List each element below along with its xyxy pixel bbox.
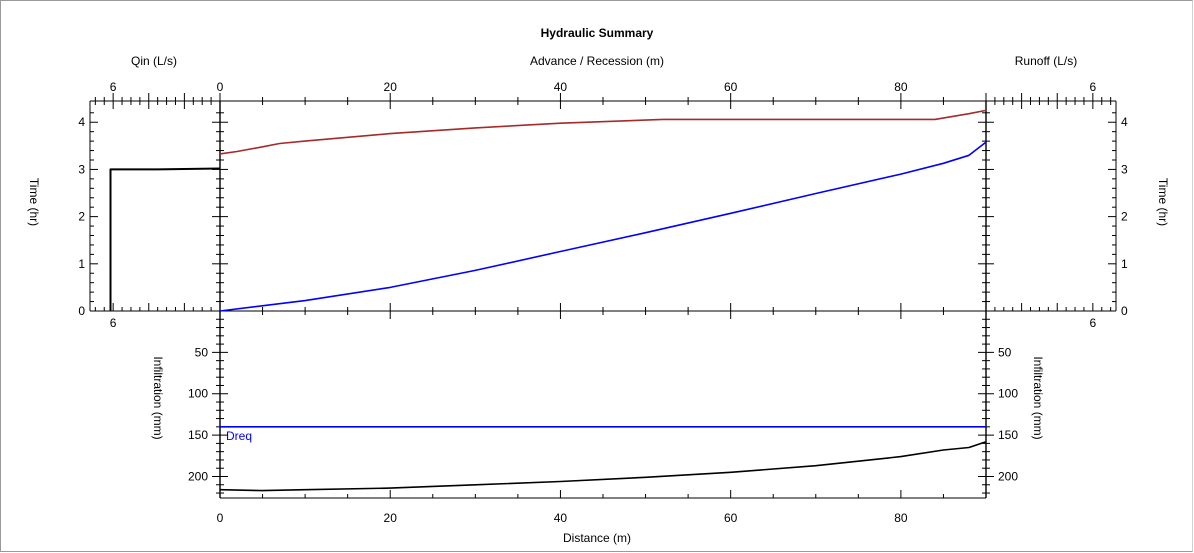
infil-tick-label-right: 150 — [998, 428, 1018, 442]
infil-tick-label-left: 150 — [188, 428, 208, 442]
time-tick-label-right: 2 — [1121, 210, 1128, 224]
bottom-x-tick-label: 0 — [217, 511, 224, 525]
time-tick-label-left: 4 — [78, 115, 85, 129]
time-tick-label-right: 3 — [1121, 162, 1128, 176]
bottom-x-tick-label: 80 — [894, 511, 908, 525]
qin-bottom-tick-label: 6 — [110, 316, 117, 330]
top-x-tick-label: 80 — [894, 80, 908, 94]
bottom-x-tick-label: 60 — [724, 511, 738, 525]
time-axis-label-right: Time (hr) — [1156, 178, 1170, 226]
infil-tick-label-left: 50 — [195, 345, 209, 359]
time-tick-label-left: 0 — [78, 304, 85, 318]
time-tick-label-left: 3 — [78, 162, 85, 176]
top-x-tick-label: 20 — [384, 80, 398, 94]
infil-tick-label-right: 100 — [998, 387, 1018, 401]
runoff-axis-label: Runoff (L/s) — [1015, 54, 1077, 68]
top-x-tick-label: 60 — [724, 80, 738, 94]
dreq-label: Dreq — [226, 429, 252, 443]
time-tick-label-right: 1 — [1121, 257, 1128, 271]
infiltration-series-line — [219, 440, 987, 492]
bottom-x-tick-label: 20 — [384, 511, 398, 525]
infiltration-axis-label-left: Infiltration (mm) — [151, 356, 165, 439]
distance-axis-label: Distance (m) — [563, 531, 631, 545]
advance-series-line — [219, 141, 987, 312]
infiltration-axis-label-right: Infiltration (mm) — [1031, 356, 1045, 439]
time-tick-label-right: 0 — [1121, 304, 1128, 318]
time-tick-label-right: 4 — [1121, 115, 1128, 129]
infil-tick-label-left: 200 — [188, 469, 208, 483]
recession-series-line — [219, 109, 987, 155]
runoff-tick-label: 6 — [1090, 80, 1097, 94]
time-axis-label-left: Time (hr) — [27, 178, 41, 226]
top-x-tick-label: 40 — [554, 80, 568, 94]
runoff-bottom-tick-label: 6 — [1090, 316, 1097, 330]
advance-axis-label: Advance / Recession (m) — [530, 54, 664, 68]
infil-tick-label-right: 50 — [998, 345, 1012, 359]
chart-title: Hydraulic Summary — [541, 26, 654, 40]
qin-axis-label: Qin (L/s) — [131, 54, 177, 68]
time-tick-label-left: 2 — [78, 210, 85, 224]
bottom-x-tick-label: 40 — [554, 511, 568, 525]
time-tick-label-left: 1 — [78, 257, 85, 271]
qin-tick-label: 6 — [110, 80, 117, 94]
chart-marks: 0 0 20 20 40 40 60 60 80 80 0 0 1 1 2 2 3 3 4 4 6 6 6 6 50 50 100 1… — [78, 80, 1128, 525]
top-x-tick-label: 0 — [217, 80, 224, 94]
infil-tick-label-left: 100 — [188, 387, 208, 401]
infil-tick-label-right: 200 — [998, 469, 1018, 483]
qin-series-line — [109, 167, 221, 311]
